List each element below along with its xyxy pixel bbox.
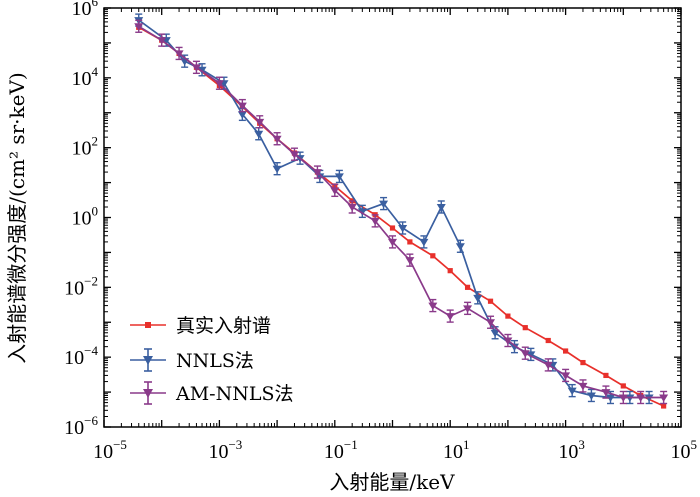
data-point [214, 80, 224, 88]
data-point [134, 23, 144, 31]
data-point [545, 337, 551, 344]
data-point [603, 372, 609, 379]
data-point [601, 389, 611, 397]
data-point [330, 187, 340, 195]
data-point [370, 217, 380, 226]
data-point [520, 350, 530, 358]
legend-label-amnnls: AM-NNLS法 [175, 383, 293, 405]
data-point [447, 268, 453, 274]
data-point [157, 37, 167, 45]
data-point [357, 208, 367, 216]
legend: 真实入射谱 NNLS法 AM-NNLS法 [130, 315, 293, 405]
data-point [289, 151, 299, 159]
data-point [620, 383, 626, 389]
x-tick-label: 101 [443, 437, 470, 463]
data-point [618, 394, 628, 402]
x-tick-label: 10−1 [324, 437, 358, 463]
data-point [586, 392, 596, 400]
data-point [580, 359, 586, 366]
data-point [334, 173, 344, 181]
data-point [347, 203, 357, 212]
legend-item-amnnls: AM-NNLS法 [130, 381, 293, 405]
data-point [419, 238, 429, 247]
data-point [237, 111, 247, 119]
x-ticks: 10−5 10−3 10−1 101 103 105 [93, 8, 697, 463]
data-point [463, 305, 473, 313]
y-tick-label: 10−2 [64, 273, 98, 299]
data-point [428, 302, 438, 311]
legend-item-nnls: NNLS法 [130, 348, 254, 372]
y-tick-label: 102 [72, 134, 99, 160]
data-point [659, 394, 669, 402]
data-point [505, 313, 511, 319]
y-tick-label: 106 [72, 0, 99, 20]
data-point [255, 118, 265, 127]
data-point [503, 337, 513, 346]
data-point [436, 203, 446, 212]
data-point [543, 361, 553, 370]
y-tick-label: 100 [72, 204, 99, 230]
series-2 [134, 19, 669, 405]
data-point [389, 225, 396, 231]
legend-label-nnls: NNLS法 [176, 350, 254, 372]
data-point [487, 298, 494, 304]
x-axis-label: 入射能量/keV [329, 470, 455, 494]
data-point [407, 239, 413, 245]
y-tick-label: 10−4 [64, 343, 98, 369]
series-1 [134, 13, 654, 405]
legend-item-true: 真实入射谱 [130, 315, 271, 337]
data-point [174, 50, 184, 58]
data-point [272, 135, 282, 144]
series-line [138, 19, 650, 399]
data-point [237, 102, 247, 111]
data-point [455, 243, 465, 251]
y-tick-label: 10−6 [64, 413, 98, 439]
x-tick-label: 103 [558, 437, 585, 463]
data-point [636, 394, 646, 402]
y-tick-label: 104 [72, 64, 99, 90]
data-point [490, 329, 500, 338]
data-point [605, 394, 615, 402]
data-point [661, 403, 667, 409]
data-point [578, 382, 588, 391]
data-point [254, 130, 264, 139]
x-tick-label: 105 [671, 437, 698, 463]
data-point [430, 253, 436, 259]
data-point [567, 387, 577, 396]
data-point [272, 165, 282, 174]
series-line [138, 25, 664, 399]
data-point [312, 169, 322, 177]
legend-label-true: 真实入射谱 [176, 315, 271, 337]
data-point [388, 238, 397, 247]
data-point [191, 64, 201, 72]
y-axis-label: 入射能谱微分强度/(cm² sr·keV) [5, 72, 29, 363]
data-point [405, 257, 415, 265]
data-point [509, 343, 519, 352]
data-point [473, 294, 483, 303]
data-point [486, 319, 496, 327]
data-point [445, 313, 455, 321]
data-point [464, 284, 471, 290]
data-point [563, 348, 569, 354]
x-tick-label: 10−5 [93, 437, 127, 463]
data-point [398, 225, 408, 233]
series-layer [134, 13, 669, 409]
data-point [522, 325, 528, 331]
y-ticks: 10−6 10−4 10−2 100 102 104 106 [64, 0, 681, 439]
data-point [379, 200, 389, 209]
x-tick-label: 10−3 [208, 437, 242, 463]
data-point [561, 372, 571, 380]
